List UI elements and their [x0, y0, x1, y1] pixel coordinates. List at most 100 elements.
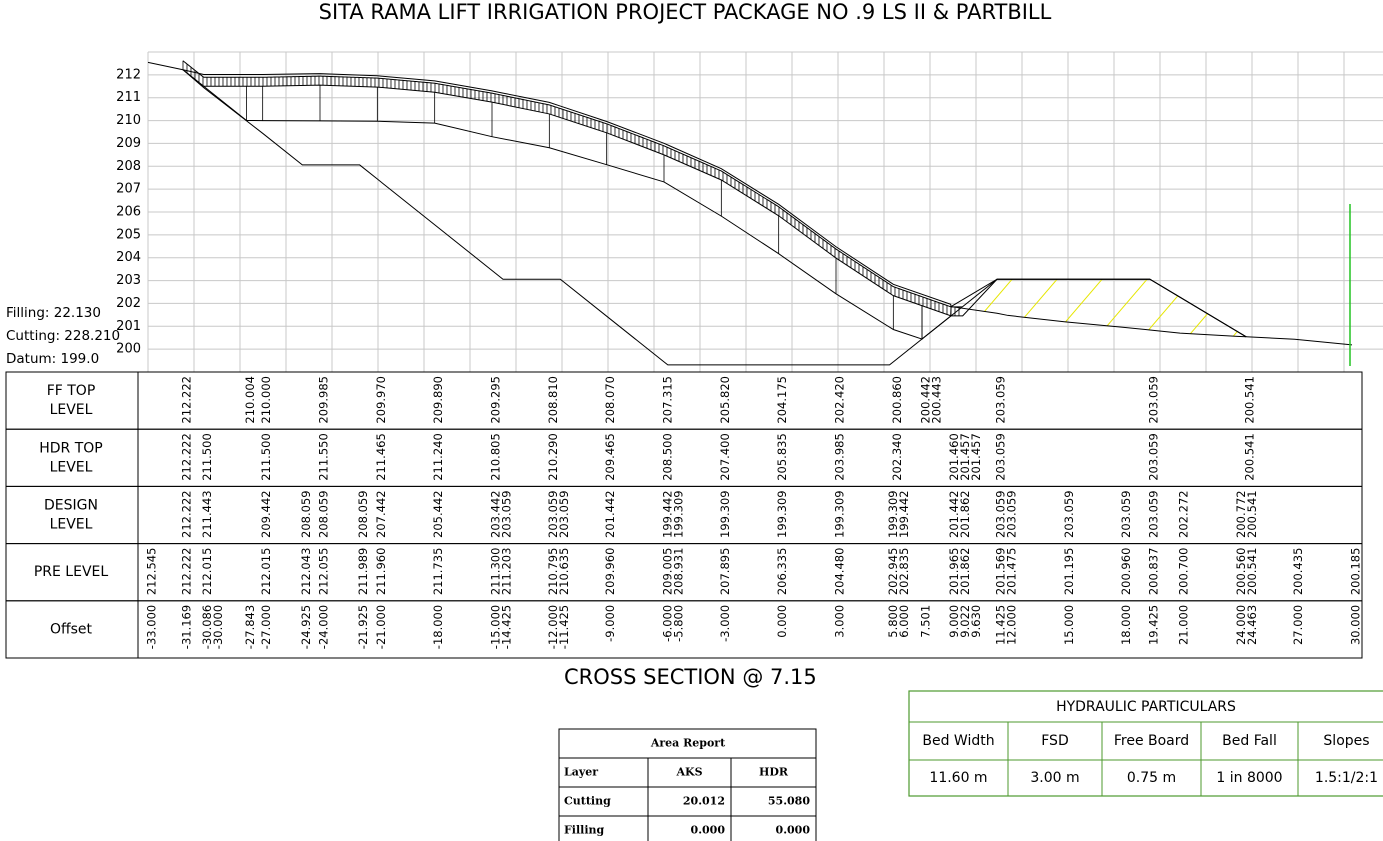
band-label: 200.541	[1245, 548, 1259, 596]
band-label: 203.059	[1146, 376, 1160, 424]
band-label: 199.309	[886, 490, 900, 538]
band-label: 202.835	[897, 548, 911, 596]
band-label: 205.820	[718, 376, 732, 424]
band-label: 199.309	[718, 490, 732, 538]
band-label: 211.465	[374, 433, 388, 481]
area-cell: Filling	[564, 824, 605, 837]
band-label: 200.541	[1245, 490, 1259, 538]
hyd-value: 11.60 m	[929, 770, 987, 786]
band-label: 204.175	[775, 376, 789, 424]
band-label: 211.550	[317, 433, 331, 481]
band-label: 210.805	[489, 433, 503, 481]
band-label: -21.925	[356, 605, 370, 649]
band-label: 19.425	[1146, 605, 1160, 645]
band-label: 212.222	[179, 433, 193, 481]
band-label: 9.000	[947, 605, 961, 638]
plot: 200 201 202 203 204 205 206 207 208 209 210 211 212 F…	[6, 51, 1383, 372]
band-label: 200.442	[919, 376, 933, 424]
area-header: HDR	[759, 766, 789, 779]
band-label: -31.169	[179, 605, 193, 649]
band-label: 200.837	[1146, 548, 1160, 596]
band-label: 24.463	[1245, 605, 1259, 645]
band-label: 208.810	[546, 376, 560, 424]
band-name: LEVEL	[50, 459, 93, 475]
area-cell: Cutting	[564, 795, 611, 808]
area-header: AKS	[675, 766, 702, 779]
band-label: 210.004	[243, 376, 257, 424]
y-tick-label: 207	[116, 182, 141, 197]
band-label: 203.059	[546, 490, 560, 538]
summary-text: Cutting: 228.210	[6, 328, 120, 344]
bands-table: FF TOP LEVEL 212.222 210.004 210.000 209.985 2…	[5, 371, 1363, 659]
hyd-border	[908, 690, 1383, 797]
band-label: 203.442	[489, 490, 503, 538]
band-label: 211.203	[500, 548, 514, 596]
band-label: 24.000	[1234, 605, 1248, 645]
band-label: 209.442	[259, 490, 273, 538]
hyd-header: FSD	[1041, 733, 1068, 749]
profile-line	[182, 69, 1247, 340]
band-label: 206.335	[775, 548, 789, 596]
band-label: 212.545	[145, 548, 159, 596]
band-label: 212.222	[179, 376, 193, 424]
band-name: FF TOP	[47, 383, 96, 399]
band-label: 203.985	[833, 433, 847, 481]
area-cell: 55.080	[768, 795, 810, 808]
band-label: 200.960	[1119, 548, 1133, 596]
band-label: 212.015	[200, 548, 214, 596]
band-label: 208.931	[672, 548, 686, 596]
band-label: 202.420	[833, 376, 847, 424]
band-label: -14.425	[500, 605, 514, 649]
band-label: 212.055	[317, 548, 331, 596]
band-label: 201.195	[1062, 548, 1076, 596]
band-label: 208.059	[356, 490, 370, 538]
band-label: 212.015	[259, 548, 273, 596]
band-name: DESIGN	[44, 498, 98, 514]
y-tick-label: 204	[116, 250, 141, 265]
band-label: 210.635	[557, 548, 571, 596]
strip-top	[182, 60, 962, 308]
band-label: 212.043	[299, 548, 313, 596]
band-label: 209.005	[661, 548, 675, 596]
band-label: -24.000	[317, 605, 331, 649]
band-name: HDR TOP	[39, 440, 103, 456]
band-label: 201.442	[603, 490, 617, 538]
band-label: 15.000	[1062, 605, 1076, 645]
band-label: 209.970	[374, 376, 388, 424]
band-label: 209.890	[431, 376, 445, 424]
band-label: 199.309	[775, 490, 789, 538]
y-tick-label: 202	[116, 296, 141, 311]
band-label: 201.862	[958, 548, 972, 596]
band-name: Offset	[50, 621, 93, 637]
band-label: 203.059	[994, 490, 1008, 538]
band-label: 30.000	[1349, 605, 1363, 645]
band-label: -3.000	[718, 605, 732, 642]
band-label: 203.059	[557, 490, 571, 538]
y-tick-label: 201	[116, 319, 141, 334]
band-label: 207.442	[374, 490, 388, 538]
band-label: 201.457	[958, 433, 972, 481]
band-label: 27.000	[1291, 605, 1305, 645]
band-label: 211.300	[489, 548, 503, 596]
band-label: 207.315	[661, 376, 675, 424]
band-label: 208.059	[317, 490, 331, 538]
band-label: -5.800	[672, 605, 686, 642]
band-label: 200.772	[1234, 490, 1248, 538]
y-tick-label: 203	[116, 273, 141, 288]
area-title: Area Report	[650, 737, 726, 750]
band-label: 200.443	[930, 376, 944, 424]
y-tick-label: 210	[116, 113, 141, 128]
band-label: 204.480	[833, 548, 847, 596]
band-label: 209.985	[317, 376, 331, 424]
band-label: -30.000	[211, 605, 225, 649]
band-label: 203.059	[1005, 490, 1019, 538]
band-label: -15.000	[489, 605, 503, 649]
band-label: 201.965	[947, 548, 961, 596]
band-label: 201.442	[947, 490, 961, 538]
band-label: -18.000	[431, 605, 445, 649]
band-label: 200.185	[1349, 548, 1363, 596]
band-label: 203.059	[994, 433, 1008, 481]
band-label: 209.465	[603, 433, 617, 481]
y-tick-label: 212	[116, 67, 141, 82]
band-label: 199.309	[833, 490, 847, 538]
